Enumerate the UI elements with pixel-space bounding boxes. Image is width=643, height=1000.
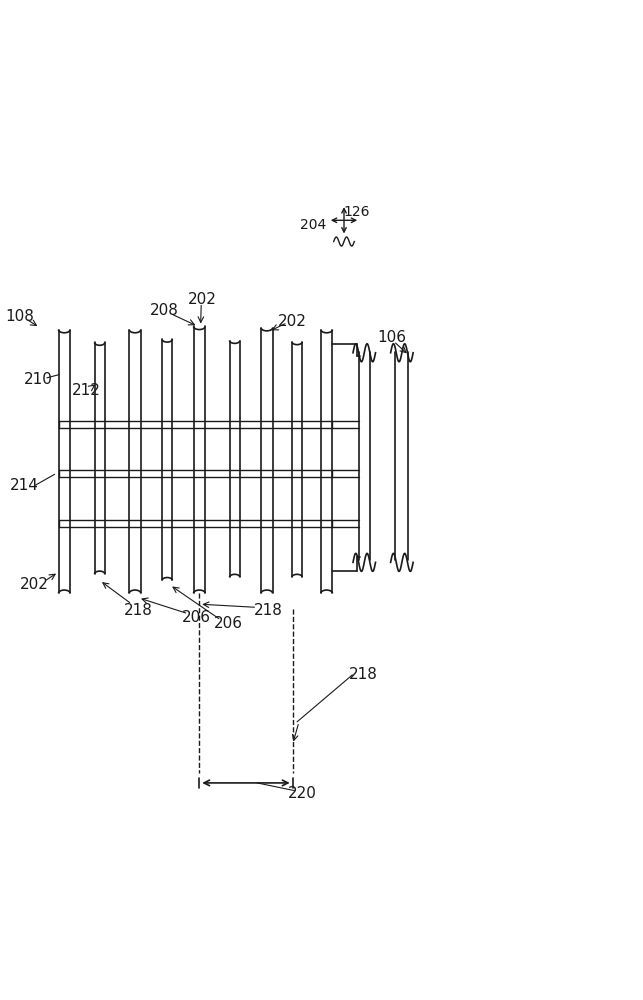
Text: 218: 218	[124, 603, 152, 618]
Text: 206: 206	[181, 610, 211, 625]
Text: 106: 106	[377, 330, 407, 345]
Text: 212: 212	[73, 383, 101, 398]
Text: 214: 214	[10, 478, 39, 493]
Text: 218: 218	[254, 603, 283, 618]
Text: 208: 208	[150, 303, 178, 318]
Text: 108: 108	[5, 309, 33, 324]
Text: 220: 220	[288, 786, 316, 801]
Text: 218: 218	[349, 667, 377, 682]
Text: 202: 202	[278, 314, 307, 329]
Text: 204: 204	[300, 218, 326, 232]
Text: 202: 202	[188, 292, 217, 307]
Text: 202: 202	[20, 577, 48, 592]
Text: 210: 210	[24, 372, 53, 387]
Text: 206: 206	[213, 616, 243, 631]
Text: 126: 126	[343, 205, 370, 219]
